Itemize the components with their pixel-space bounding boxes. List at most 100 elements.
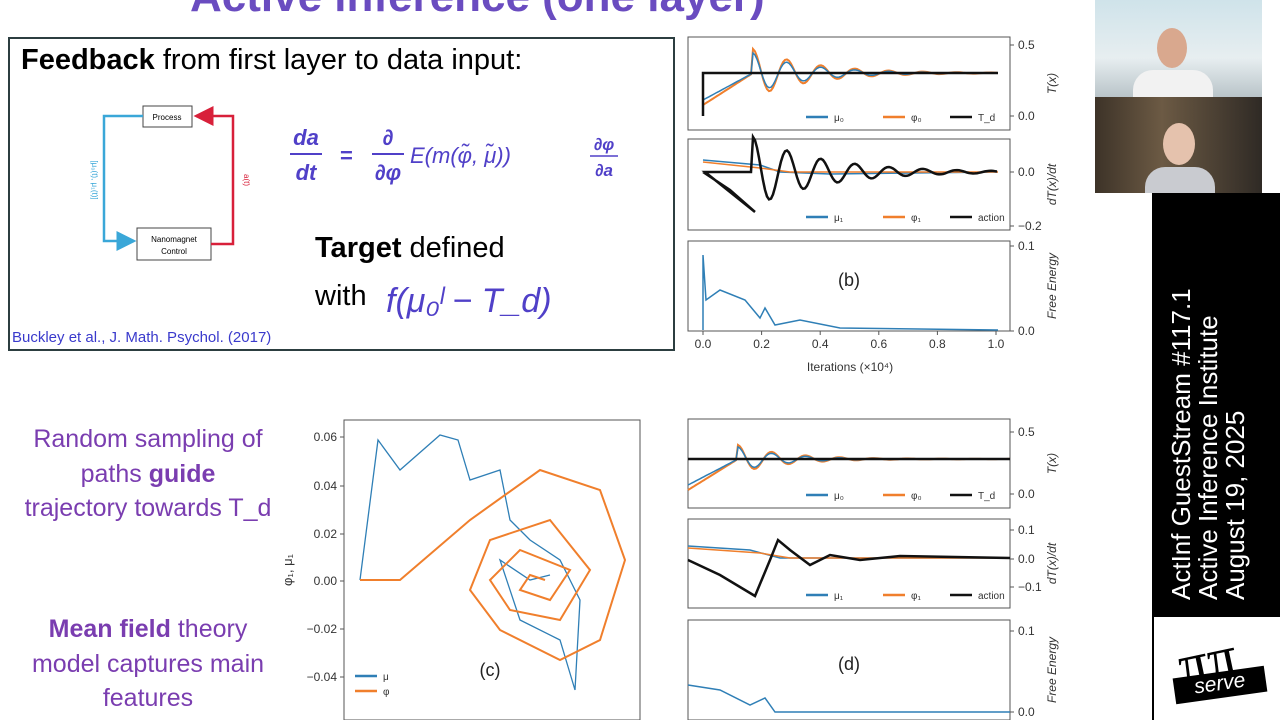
plot-frame bbox=[687, 36, 1011, 131]
curve bbox=[687, 684, 1010, 713]
heading-rest: from first layer to data input: bbox=[162, 44, 523, 76]
y-tick-label: 0.0 bbox=[1018, 487, 1035, 501]
shirt bbox=[1145, 167, 1215, 193]
legend-label: φ₁ bbox=[911, 591, 921, 602]
legend-label: μ₀ bbox=[834, 491, 844, 502]
logo: ππ serve bbox=[1154, 617, 1280, 720]
eq-text: ∂a bbox=[595, 161, 613, 180]
curve bbox=[702, 159, 999, 175]
arrow-up bbox=[102, 114, 143, 251]
legend-label: φ₁ bbox=[911, 213, 921, 224]
legend-label: φ₀ bbox=[911, 491, 922, 502]
target-rest: defined bbox=[409, 232, 505, 264]
y-axis-label: dT(x)/dt bbox=[1045, 163, 1059, 205]
caption-line: ActInf GuestStream #117.1 bbox=[1166, 288, 1196, 600]
legend-label: μ bbox=[383, 672, 389, 683]
video-feed-1 bbox=[1095, 0, 1262, 97]
plot-frame bbox=[687, 138, 1011, 231]
note-line: paths guide bbox=[0, 457, 296, 492]
legend-label: φ₀ bbox=[911, 113, 922, 124]
legend-label: μ₁ bbox=[834, 213, 844, 224]
face bbox=[1163, 123, 1195, 165]
target-expr: f(μ₀ˡ − T_d) bbox=[386, 282, 552, 320]
y-tick-label: 0.0 bbox=[1018, 109, 1035, 123]
shirt bbox=[1133, 70, 1213, 97]
y-tick-label: 0.04 bbox=[314, 479, 338, 493]
y-tick-label: 0.0 bbox=[1018, 165, 1035, 179]
plot-frame bbox=[687, 619, 1011, 720]
stream-caption: ActInf GuestStream #117.1 Active Inferen… bbox=[1166, 288, 1250, 600]
trajectory bbox=[359, 434, 581, 691]
note-bold: Mean field bbox=[48, 615, 171, 643]
y-tick-label: 0.1 bbox=[1018, 523, 1035, 537]
plot-frame bbox=[687, 518, 1011, 609]
curve bbox=[702, 254, 999, 331]
citation: Buckley et al., J. Math. Psychol. (2017) bbox=[12, 329, 272, 346]
note-line: Random sampling of bbox=[33, 425, 263, 453]
control-box bbox=[136, 227, 212, 261]
y-axis-label: T(x) bbox=[1045, 453, 1059, 474]
legend-label: μ₀ bbox=[834, 113, 844, 124]
y-tick-label: −0.04 bbox=[307, 670, 338, 684]
video-feed-2 bbox=[1095, 97, 1262, 193]
x-tick-label: 0.6 bbox=[870, 337, 887, 351]
process-label: Process bbox=[153, 113, 182, 122]
y-axis-label: φ₁, μ₁ bbox=[280, 553, 295, 586]
note-text: theory bbox=[177, 615, 248, 643]
panel-tag: (b) bbox=[838, 270, 860, 290]
legend-label: T_d bbox=[978, 113, 995, 124]
target-bold: Target bbox=[315, 232, 402, 264]
box-heading: Feedback from first layer to data input: bbox=[21, 44, 522, 77]
curve bbox=[687, 547, 1010, 559]
curve bbox=[701, 71, 998, 116]
panel-tag: (c) bbox=[480, 660, 501, 680]
curve bbox=[701, 132, 998, 213]
note-1: Random sampling of paths guide trajector… bbox=[0, 422, 296, 526]
y-tick-label: 0.1 bbox=[1018, 239, 1035, 253]
y-axis-label: Free Energy bbox=[1045, 252, 1059, 319]
x-tick-label: 0.0 bbox=[695, 337, 712, 351]
eq-text: da bbox=[293, 125, 319, 150]
legend-label: action bbox=[978, 213, 1005, 224]
legend-label: φ bbox=[383, 687, 390, 698]
face bbox=[1157, 28, 1187, 68]
y-tick-label: −0.02 bbox=[307, 622, 338, 636]
target-with: with bbox=[315, 280, 367, 312]
x-tick-label: 0.2 bbox=[753, 337, 770, 351]
caption-line: Active Inference Institute bbox=[1193, 315, 1223, 600]
caption-line: August 19, 2025 bbox=[1220, 410, 1250, 600]
control-label: Control bbox=[161, 247, 187, 256]
note-line: features bbox=[102, 684, 194, 712]
heading-bold: Feedback bbox=[21, 44, 155, 76]
target-line: Target defined bbox=[315, 232, 505, 265]
y-tick-label: 0.5 bbox=[1018, 425, 1035, 439]
panel-tag: (d) bbox=[838, 654, 860, 674]
note-bold: guide bbox=[148, 459, 216, 488]
note-line: trajectory towards T_d bbox=[24, 494, 272, 522]
x-tick-label: 0.4 bbox=[812, 337, 829, 351]
note-line: Mean field theory bbox=[0, 612, 296, 647]
eq-text: E(m(φ̃, μ̃)) bbox=[410, 143, 511, 168]
x-tick-label: 0.8 bbox=[929, 337, 946, 351]
legend-label: μ₁ bbox=[834, 591, 844, 602]
note-line: model captures main bbox=[31, 649, 265, 678]
plot-frame bbox=[687, 240, 1011, 332]
curve bbox=[687, 537, 1011, 598]
y-tick-label: 0.5 bbox=[1018, 38, 1035, 52]
y-tick-label: 0.0 bbox=[1018, 552, 1035, 566]
plot-frame bbox=[687, 418, 1011, 509]
note-text: paths bbox=[80, 459, 142, 488]
x-axis-label: Iterations (×10⁴) bbox=[807, 360, 893, 374]
eq-text: ∂φ bbox=[375, 160, 401, 185]
curve bbox=[702, 161, 998, 173]
y-tick-label: −0.2 bbox=[1018, 219, 1042, 233]
note-2: Mean field theory model captures main fe… bbox=[0, 612, 296, 716]
y-tick-label: −0.1 bbox=[1018, 580, 1042, 594]
legend-label: action bbox=[978, 591, 1005, 602]
arrow-down bbox=[193, 106, 235, 246]
eq-text: dt bbox=[296, 160, 318, 185]
trajectory bbox=[360, 468, 627, 662]
eq-text: ∂φ bbox=[594, 135, 614, 154]
